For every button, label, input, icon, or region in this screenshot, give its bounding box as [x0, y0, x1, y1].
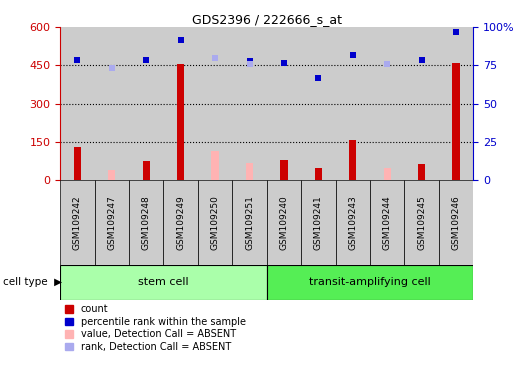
- Text: GSM109251: GSM109251: [245, 195, 254, 250]
- Text: transit-amplifying cell: transit-amplifying cell: [309, 277, 431, 287]
- Text: GSM109240: GSM109240: [279, 195, 289, 250]
- Bar: [267, 265, 473, 300]
- Text: GSM109242: GSM109242: [73, 195, 82, 250]
- Bar: [246, 162, 253, 180]
- Bar: [74, 147, 81, 180]
- Text: GSM109244: GSM109244: [383, 195, 392, 250]
- Bar: [267, 180, 301, 265]
- Bar: [301, 27, 336, 180]
- Bar: [60, 27, 95, 180]
- Bar: [129, 180, 163, 265]
- Bar: [336, 180, 370, 265]
- Bar: [232, 180, 267, 265]
- Bar: [95, 180, 129, 265]
- Text: GSM109245: GSM109245: [417, 195, 426, 250]
- Bar: [143, 161, 150, 180]
- Bar: [60, 265, 267, 300]
- Title: GDS2396 / 222666_s_at: GDS2396 / 222666_s_at: [192, 13, 342, 26]
- Text: stem cell: stem cell: [138, 277, 189, 287]
- Bar: [211, 151, 219, 180]
- Text: GSM109247: GSM109247: [107, 195, 116, 250]
- Bar: [198, 180, 232, 265]
- Bar: [60, 180, 95, 265]
- Text: cell type  ▶: cell type ▶: [3, 277, 62, 287]
- Bar: [177, 64, 184, 180]
- Bar: [404, 27, 439, 180]
- Text: GSM109246: GSM109246: [451, 195, 461, 250]
- Bar: [336, 27, 370, 180]
- Bar: [439, 180, 473, 265]
- Bar: [198, 27, 232, 180]
- Bar: [280, 160, 288, 180]
- Bar: [349, 139, 356, 180]
- Bar: [384, 168, 391, 180]
- Bar: [418, 164, 425, 180]
- Bar: [129, 27, 163, 180]
- Bar: [439, 27, 473, 180]
- Bar: [404, 180, 439, 265]
- Bar: [370, 180, 404, 265]
- Bar: [108, 170, 116, 180]
- Bar: [452, 63, 460, 180]
- Text: GSM109241: GSM109241: [314, 195, 323, 250]
- Text: GSM109250: GSM109250: [211, 195, 220, 250]
- Bar: [95, 27, 129, 180]
- Bar: [301, 180, 336, 265]
- Bar: [232, 27, 267, 180]
- Bar: [163, 27, 198, 180]
- Bar: [267, 27, 301, 180]
- Bar: [315, 168, 322, 180]
- Bar: [370, 27, 404, 180]
- Text: GSM109248: GSM109248: [142, 195, 151, 250]
- Bar: [163, 180, 198, 265]
- Legend: count, percentile rank within the sample, value, Detection Call = ABSENT, rank, : count, percentile rank within the sample…: [65, 305, 246, 352]
- Text: GSM109243: GSM109243: [348, 195, 357, 250]
- Text: GSM109249: GSM109249: [176, 195, 185, 250]
